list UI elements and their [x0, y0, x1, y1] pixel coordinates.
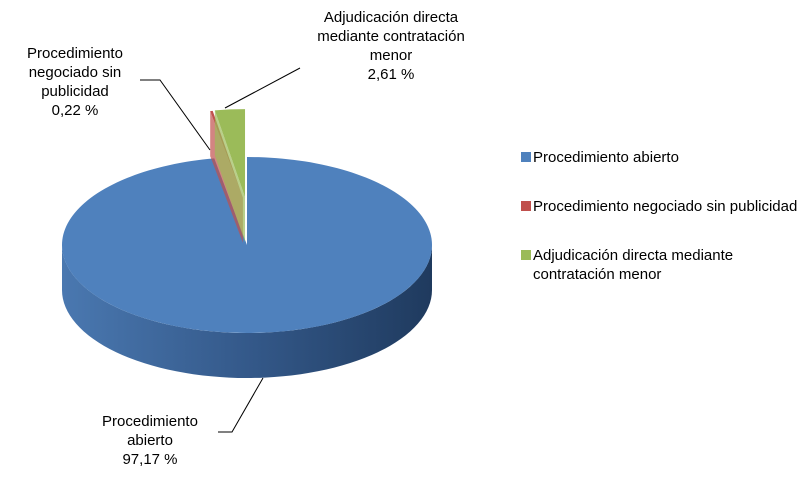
- slice-top: [214, 109, 246, 198]
- slice-top: [62, 157, 432, 334]
- label-value: 0,22 %: [51, 102, 99, 119]
- slice: [62, 157, 432, 378]
- slice: [214, 109, 246, 243]
- legend-item: Procedimiento negociado sin publicidad: [521, 197, 806, 216]
- legend-item: Procedimiento abierto: [521, 148, 806, 167]
- slice-side: [214, 110, 246, 243]
- legend-swatch: [521, 201, 531, 211]
- label-value: 97,17 %: [122, 451, 178, 468]
- data-label: Adjudicación directa mediante contrataci…: [296, 8, 486, 84]
- label-value: 2,61 %: [367, 66, 415, 83]
- data-label: Procedimiento negociado sin publicidad 0…: [5, 44, 145, 120]
- data-label: Procedimiento abierto 97,17 %: [85, 412, 215, 469]
- label-name: Procedimiento abierto: [102, 413, 198, 449]
- label-name: Procedimiento negociado sin publicidad: [27, 45, 123, 100]
- legend-swatch: [521, 250, 531, 260]
- leader-line: [218, 377, 264, 433]
- legend-item: Adjudicación directa mediante contrataci…: [521, 246, 806, 284]
- legend-label: Adjudicación directa mediante contrataci…: [533, 247, 734, 283]
- leader-line: [140, 79, 211, 151]
- legend-swatch: [521, 152, 531, 162]
- label-name: Adjudicación directa mediante contrataci…: [317, 9, 465, 64]
- slice-side: [62, 245, 432, 378]
- legend-label: Procedimiento abierto: [533, 149, 679, 166]
- leader-line: [224, 67, 301, 109]
- legend-label: Procedimiento negociado sin publicidad: [533, 198, 798, 215]
